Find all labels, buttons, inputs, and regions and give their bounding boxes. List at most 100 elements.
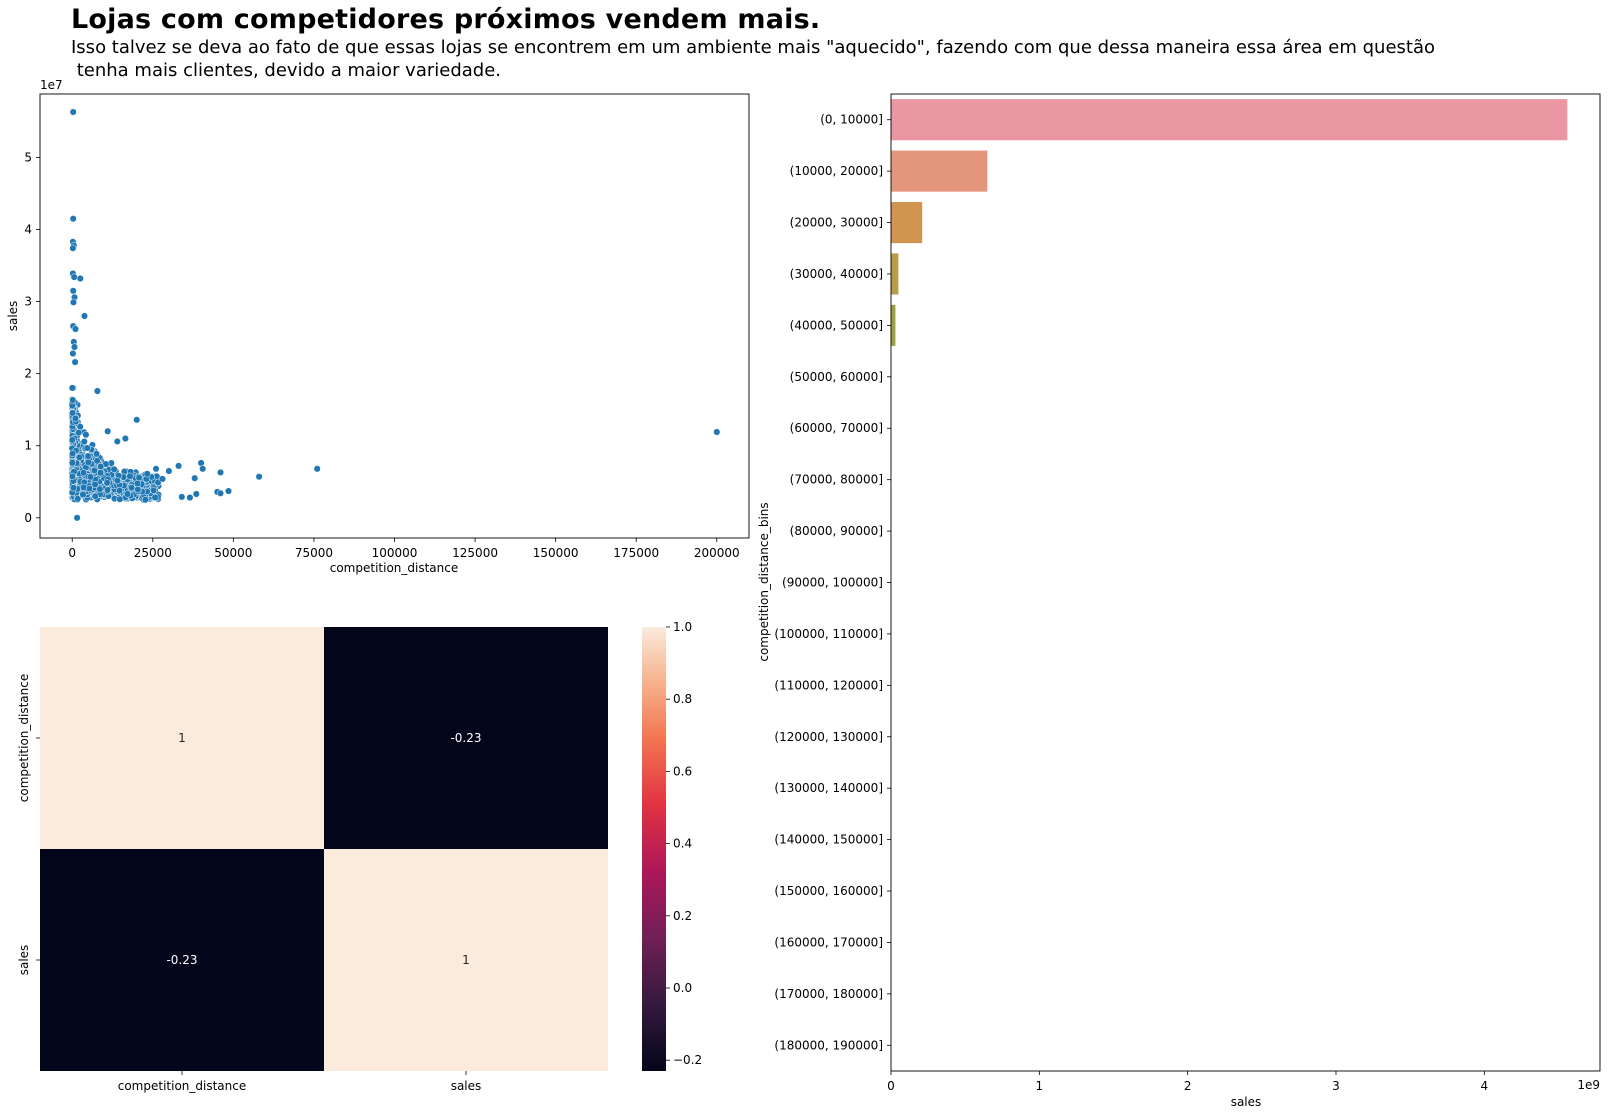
scatter-point [76, 274, 84, 283]
scatter-point [191, 474, 199, 482]
scatter-point [68, 436, 76, 444]
scatter-point [110, 465, 118, 473]
scatter-point [69, 409, 77, 417]
scatter-x-tick-label: 50000 [214, 546, 252, 560]
scatter-point [141, 496, 149, 504]
scatter-point [134, 485, 142, 494]
bar-category-label: (180000, 190000] [774, 1038, 883, 1052]
bar [891, 304, 896, 346]
colorbar-tick-label: 0.8 [673, 692, 692, 706]
scatter-point [150, 486, 158, 494]
heatmap-labels: competition_distance salescompetition_dis… [17, 674, 481, 1093]
scatter-point [86, 473, 94, 481]
scatter-x-tick-label: 150000 [533, 546, 579, 560]
bar-category-label: (100000, 110000] [774, 627, 883, 641]
scatter-point [70, 343, 79, 351]
colorbar-tick-label: 0.2 [673, 909, 692, 923]
scatter-point [113, 437, 121, 445]
scatter-point [85, 484, 94, 493]
scatter-point [80, 438, 88, 446]
scatter-x-tick-label: 125000 [452, 546, 498, 560]
scatter-point [313, 465, 321, 473]
colorbar-ticks: −0.2 0.0 0.2 0.4 0.6 0.8 1.0 [666, 620, 702, 1067]
scatter-point [104, 486, 112, 494]
scatter-point [93, 450, 101, 458]
scatter-point [152, 465, 160, 473]
scatter-point [116, 487, 124, 495]
scatter-point [116, 495, 124, 503]
scatter-point [82, 431, 90, 439]
scatter-point [126, 472, 134, 480]
scatter-point [178, 493, 186, 501]
scatter-point [197, 459, 205, 467]
scatter-point [128, 484, 136, 492]
heatmap-cells: 1 -0.23 -0.23 1 [40, 627, 608, 1071]
scatter-point [103, 479, 111, 487]
scatter-point [84, 458, 92, 466]
scatter-x-tick-label: 0 [68, 546, 76, 560]
bar-category-label: (40000, 50000] [790, 318, 883, 332]
scatter-point [69, 449, 77, 458]
scatter-point [69, 484, 78, 492]
scatter-point [69, 298, 78, 306]
scatter-points [68, 108, 721, 522]
scatter-x-ticks: 0 25000 50000 75000 100000 125000 150000 175000… [68, 538, 740, 560]
scatter-x-tick-label: 100000 [372, 546, 418, 560]
scatter-point [124, 490, 132, 498]
bar-chart: (0, 10000] (10000, 20000] (20000, 30000] (3… [757, 93, 1601, 1109]
bar-category-label: (70000, 80000] [790, 473, 883, 487]
scatter-point [104, 427, 112, 435]
colorbar-tick-label: 0.4 [673, 837, 692, 851]
scatter-point [255, 473, 263, 481]
scatter-y-tick-label: 5 [24, 150, 32, 164]
scatter-point [97, 462, 105, 471]
scatter-point [93, 387, 101, 395]
scatter-point [133, 416, 141, 424]
scatter-y-tick-label: 3 [24, 295, 32, 309]
scatter-point [90, 466, 98, 474]
scatter-x-tick-label: 75000 [295, 546, 333, 560]
bar-category-label: (50000, 60000] [790, 370, 883, 384]
bar-x-offset-label: 1e9 [1577, 1078, 1600, 1092]
scatter-point [91, 492, 99, 500]
heatmap-row-label: sales [17, 945, 31, 976]
heatmap-col-label: sales [451, 1079, 482, 1093]
bar-x-tick-label: 0 [887, 1079, 895, 1093]
heatmap-cell-annotation: -0.23 [450, 731, 481, 745]
scatter-chart: 0 25000 50000 75000 100000 125000 150000 175000… [6, 78, 750, 575]
bar-category-label: (90000, 100000] [782, 576, 883, 590]
scatter-point [74, 495, 82, 503]
scatter-point [96, 469, 105, 477]
bar-x-tick-label: 3 [1332, 1079, 1340, 1093]
scatter-point [151, 493, 159, 502]
heatmap-cell [40, 849, 324, 1071]
heatmap-cell [324, 627, 608, 849]
colorbar-tick-label: 0.0 [673, 981, 692, 995]
colorbar-tick-label: −0.2 [673, 1053, 702, 1067]
scatter-y-offset-label: 1e7 [40, 78, 63, 92]
bar-x-axis-label: sales [1231, 1095, 1262, 1109]
scatter-point [158, 475, 167, 483]
scatter-point [96, 485, 104, 493]
scatter-point [69, 396, 77, 404]
scatter-point [186, 494, 194, 502]
page-title: Lojas com competidores próximos vendem m… [71, 4, 821, 35]
scatter-point [71, 414, 80, 422]
heatmap-cell-annotation: -0.23 [166, 953, 197, 967]
scatter-y-tick-label: 0 [24, 511, 32, 525]
bar-x-tick-label: 1 [1036, 1079, 1044, 1093]
scatter-point [216, 489, 225, 497]
scatter-point [83, 444, 91, 452]
page-subtitle: Isso talvez se deva ao fato de que essas… [71, 37, 1435, 81]
scatter-point [199, 465, 207, 473]
bar-plot-frame [890, 93, 1601, 1072]
scatter-point [133, 479, 142, 488]
bar-category-label: (20000, 30000] [790, 216, 883, 230]
heatmap-col-label: competition_distance [118, 1079, 247, 1093]
scatter-y-tick-label: 2 [24, 367, 32, 381]
bar-x-tick-label: 4 [1480, 1079, 1488, 1093]
scatter-point [71, 358, 79, 366]
bar-category-label: (160000, 170000] [774, 935, 883, 949]
scatter-point [175, 462, 183, 470]
scatter-point [68, 472, 77, 480]
